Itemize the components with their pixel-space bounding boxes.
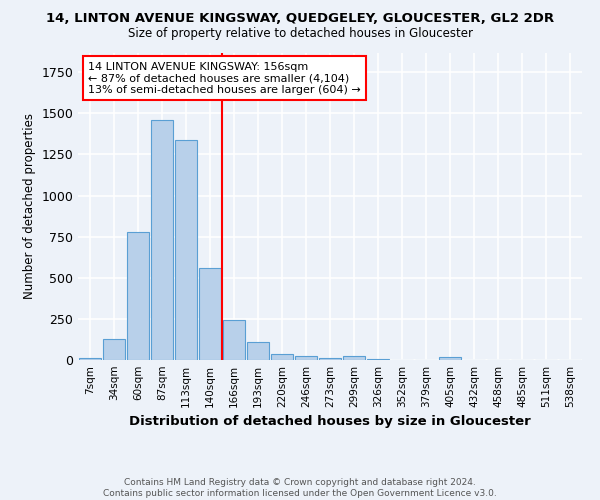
Bar [79, 358, 101, 360]
Text: 14 LINTON AVENUE KINGSWAY: 156sqm
← 87% of detached houses are smaller (4,104)
1: 14 LINTON AVENUE KINGSWAY: 156sqm ← 87% … [88, 62, 361, 95]
Bar [223, 320, 245, 360]
Bar [439, 357, 461, 360]
Bar [175, 140, 197, 360]
Bar [295, 356, 317, 360]
Text: Contains HM Land Registry data © Crown copyright and database right 2024.
Contai: Contains HM Land Registry data © Crown c… [103, 478, 497, 498]
Text: Size of property relative to detached houses in Gloucester: Size of property relative to detached ho… [128, 28, 473, 40]
Y-axis label: Number of detached properties: Number of detached properties [23, 114, 36, 299]
Text: 14, LINTON AVENUE KINGSWAY, QUEDGELEY, GLOUCESTER, GL2 2DR: 14, LINTON AVENUE KINGSWAY, QUEDGELEY, G… [46, 12, 554, 26]
Bar [151, 120, 173, 360]
Bar [271, 354, 293, 360]
Bar [103, 338, 125, 360]
Bar [319, 358, 341, 360]
Bar [127, 232, 149, 360]
Bar [199, 268, 221, 360]
X-axis label: Distribution of detached houses by size in Gloucester: Distribution of detached houses by size … [129, 416, 531, 428]
Bar [247, 342, 269, 360]
Bar [343, 356, 365, 360]
Bar [367, 359, 389, 360]
